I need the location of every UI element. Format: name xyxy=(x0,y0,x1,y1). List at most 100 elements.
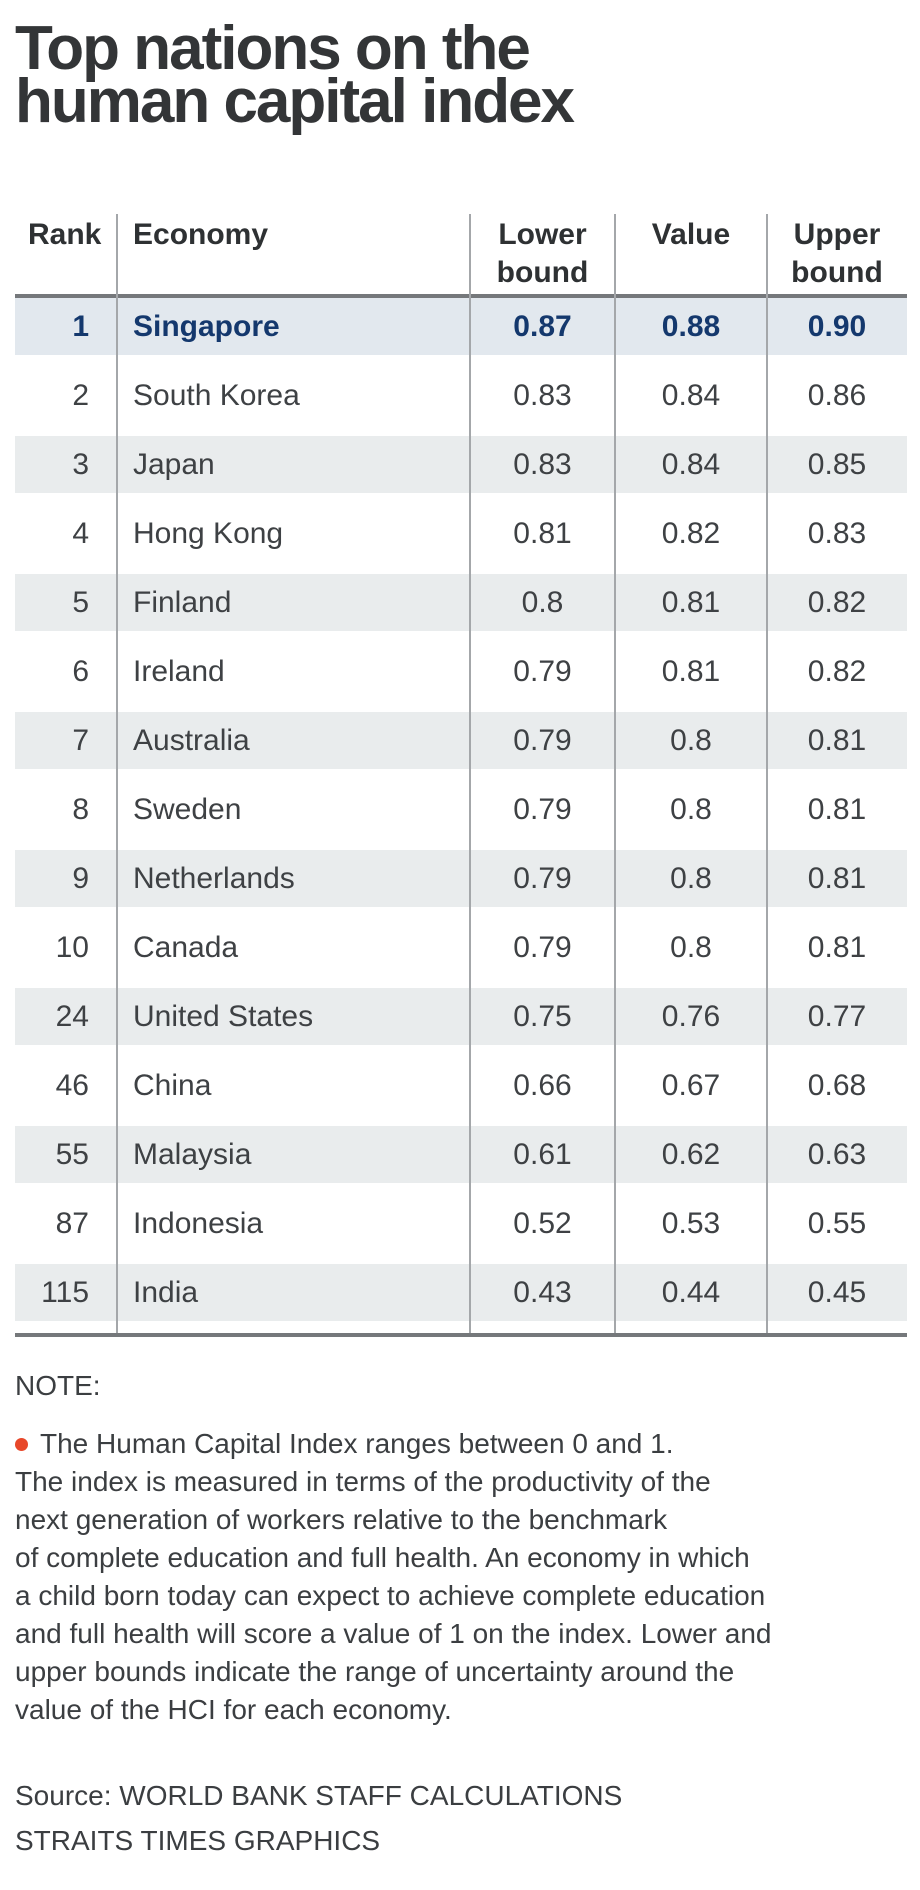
cell-upper: 0.68 xyxy=(807,1068,867,1102)
table-row: 2 South Korea 0.83 0.84 0.86 xyxy=(15,367,907,436)
cell-lower: 0.8 xyxy=(521,585,564,619)
cell-economy: Ireland xyxy=(133,654,225,688)
cell-rank: 87 xyxy=(55,1206,89,1240)
table-row: 46 China 0.66 0.67 0.68 xyxy=(15,1057,907,1126)
cell-upper: 0.45 xyxy=(807,1275,867,1309)
col-header-value: Value xyxy=(651,218,731,251)
note-bullet-line: The Human Capital Index ranges between 0… xyxy=(15,1425,910,1463)
cell-upper: 0.82 xyxy=(807,585,867,619)
cell-upper: 0.85 xyxy=(807,447,867,481)
table-row: 7 Australia 0.79 0.8 0.81 xyxy=(15,712,907,781)
cell-lower: 0.75 xyxy=(513,999,572,1033)
cell-rank: 24 xyxy=(55,999,89,1033)
cell-economy: Sweden xyxy=(133,792,242,826)
cell-upper: 0.90 xyxy=(807,309,867,343)
cell-economy: China xyxy=(133,1068,212,1102)
cell-upper: 0.81 xyxy=(807,723,867,757)
cell-value: 0.76 xyxy=(661,999,721,1033)
cell-rank: 4 xyxy=(72,516,89,550)
table-row: 55 Malaysia 0.61 0.62 0.63 xyxy=(15,1126,907,1195)
cell-rank: 115 xyxy=(41,1275,89,1309)
table-row: 87 Indonesia 0.52 0.53 0.55 xyxy=(15,1195,907,1264)
table-row: 3 Japan 0.83 0.84 0.85 xyxy=(15,436,907,505)
cell-lower: 0.83 xyxy=(513,378,572,412)
table-row: 8 Sweden 0.79 0.8 0.81 xyxy=(15,781,907,850)
cell-upper: 0.81 xyxy=(807,792,867,826)
table-header-row: Rank Economy Lower bound Value Upper bou… xyxy=(15,214,907,294)
column-separator xyxy=(766,214,768,1333)
page-title: Top nations on the human capital index xyxy=(15,14,575,136)
cell-value: 0.53 xyxy=(661,1206,721,1240)
cell-value: 0.88 xyxy=(661,309,721,343)
table-row: 1 Singapore 0.87 0.88 0.90 xyxy=(15,298,907,367)
cell-rank: 55 xyxy=(55,1137,89,1171)
cell-lower: 0.43 xyxy=(513,1275,572,1309)
cell-upper: 0.81 xyxy=(807,930,867,964)
cell-rank: 8 xyxy=(72,792,89,826)
cell-upper: 0.81 xyxy=(807,861,867,895)
cell-lower: 0.79 xyxy=(513,723,572,757)
cell-value: 0.84 xyxy=(661,447,721,481)
cell-rank: 46 xyxy=(55,1068,89,1102)
table-body: 1 Singapore 0.87 0.88 0.90 2 South Korea 0.83 0.… xyxy=(15,298,907,1333)
credit-line: STRAITS TIMES GRAPHICS xyxy=(15,1825,381,1856)
note-block: NOTE: The Human Capital Index ranges bet… xyxy=(15,1367,910,1729)
cell-lower: 0.79 xyxy=(513,792,572,826)
cell-value: 0.8 xyxy=(670,792,712,826)
source-block: Source: WORLD BANK STAFF CALCULATIONS ST… xyxy=(15,1773,910,1863)
table-row: 5 Finland 0.8 0.81 0.82 xyxy=(15,574,907,643)
cell-value: 0.62 xyxy=(661,1137,721,1171)
cell-lower: 0.83 xyxy=(513,447,572,481)
cell-lower: 0.87 xyxy=(513,309,572,343)
note-label: NOTE: xyxy=(15,1370,101,1401)
cell-economy: Finland xyxy=(133,585,232,619)
cell-upper: 0.55 xyxy=(807,1206,867,1240)
cell-economy: Malaysia xyxy=(133,1137,252,1171)
table-row: 10 Canada 0.79 0.8 0.81 xyxy=(15,919,907,988)
cell-economy: India xyxy=(133,1275,199,1309)
column-separator xyxy=(614,214,616,1333)
cell-rank: 1 xyxy=(72,309,89,343)
col-header-rank: Rank xyxy=(28,218,102,251)
table-row: 24 United States 0.75 0.76 0.77 xyxy=(15,988,907,1057)
red-dot-bullet-icon xyxy=(15,1438,28,1451)
cell-lower: 0.61 xyxy=(513,1137,572,1171)
cell-value: 0.82 xyxy=(661,516,721,550)
cell-rank: 2 xyxy=(72,378,89,412)
cell-value: 0.81 xyxy=(661,654,721,688)
cell-value: 0.81 xyxy=(661,585,721,619)
header-rule xyxy=(15,294,907,298)
cell-value: 0.8 xyxy=(670,930,712,964)
cell-lower: 0.81 xyxy=(513,516,572,550)
cell-value: 0.84 xyxy=(661,378,721,412)
cell-economy: Netherlands xyxy=(133,861,295,895)
cell-upper: 0.77 xyxy=(807,999,867,1033)
cell-lower: 0.79 xyxy=(513,654,572,688)
cell-value: 0.67 xyxy=(661,1068,721,1102)
column-separator xyxy=(116,214,118,1333)
cell-economy: Canada xyxy=(133,930,239,964)
cell-economy: Hong Kong xyxy=(133,516,284,550)
cell-upper: 0.63 xyxy=(807,1137,867,1171)
cell-rank: 7 xyxy=(72,723,89,757)
cell-economy: Japan xyxy=(133,447,215,481)
cell-economy: Indonesia xyxy=(133,1206,264,1240)
cell-rank: 6 xyxy=(72,654,89,688)
cell-economy: Singapore xyxy=(133,309,280,343)
table-row: 4 Hong Kong 0.81 0.82 0.83 xyxy=(15,505,907,574)
column-separator xyxy=(469,214,471,1333)
cell-lower: 0.66 xyxy=(513,1068,572,1102)
cell-value: 0.8 xyxy=(670,861,712,895)
cell-economy: South Korea xyxy=(133,378,300,412)
table-row: 6 Ireland 0.79 0.81 0.82 xyxy=(15,643,907,712)
cell-lower: 0.79 xyxy=(513,930,572,964)
hci-table: Rank Economy Lower bound Value Upper bou… xyxy=(15,214,907,1337)
cell-rank: 3 xyxy=(72,447,89,481)
note-body: The index is measured in terms of the pr… xyxy=(15,1466,772,1725)
cell-upper: 0.83 xyxy=(807,516,867,550)
col-header-upper-bound: Upper bound xyxy=(791,218,883,289)
cell-rank: 5 xyxy=(72,585,89,619)
cell-upper: 0.86 xyxy=(807,378,867,412)
cell-rank: 9 xyxy=(72,861,89,895)
